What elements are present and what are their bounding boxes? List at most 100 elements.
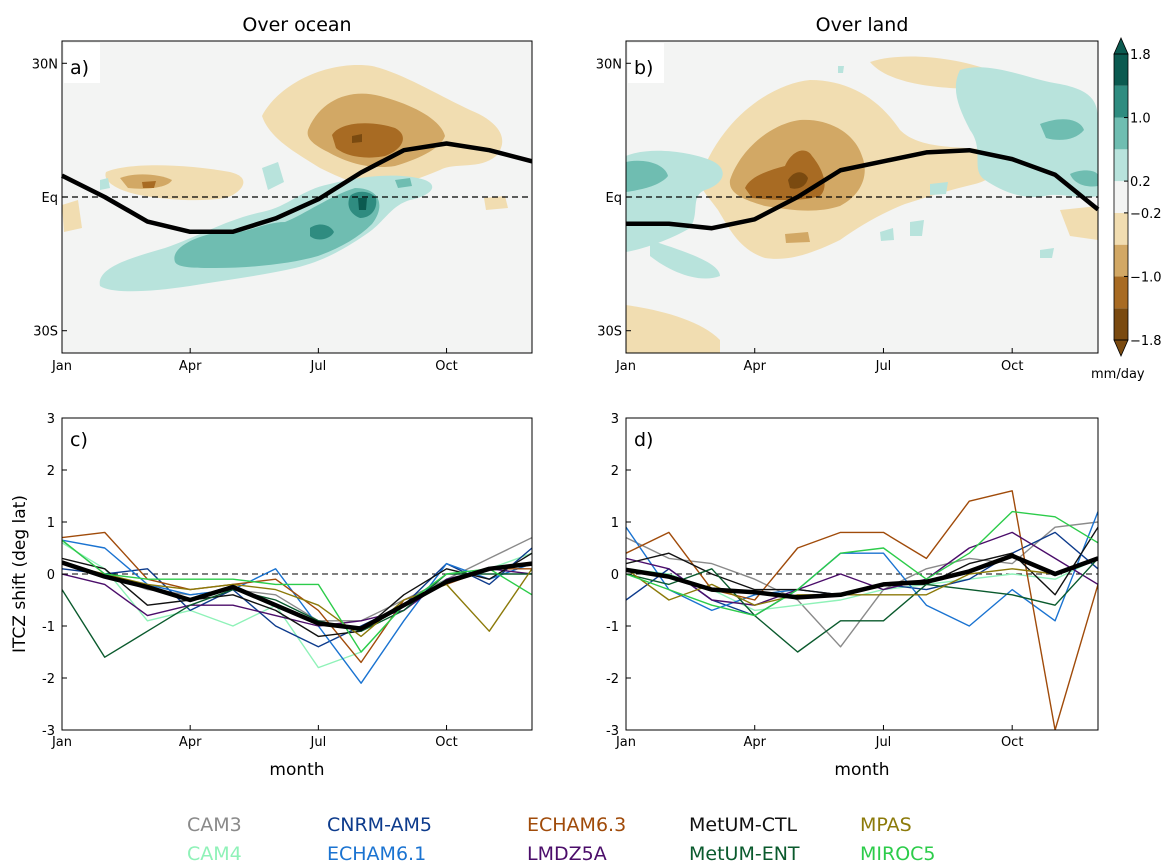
series-line-mpas (62, 562, 532, 638)
dry-region-mid (120, 174, 172, 189)
ytick-label: 0 (611, 568, 619, 583)
colorbar-frame (1113, 53, 1129, 341)
wet-region-light (838, 66, 844, 73)
colorbar-tick-label: 1.0 (1130, 112, 1151, 127)
wet-region-mid (1070, 170, 1098, 187)
colorbar-segment (1114, 149, 1128, 182)
colorbar-extend-bottom (1113, 339, 1129, 357)
wet-region-light (955, 67, 1098, 198)
colorbar-segment (1114, 212, 1128, 245)
series-line-echam6-1 (626, 511, 1098, 627)
ytick-label: -1 (42, 620, 55, 635)
xtick-label: Jul (310, 359, 327, 374)
wet-region-light (650, 240, 720, 279)
colorbar-tick-label: 0.2 (1130, 175, 1151, 190)
dry-region-darkest (788, 172, 808, 189)
panel-c-label: c) (70, 429, 88, 451)
xtick-label: Apr (179, 359, 202, 374)
legend-entry-cam3: CAM3 (187, 814, 242, 836)
wet-region-light (880, 228, 894, 241)
ytick-label: 1 (47, 516, 55, 531)
legend-entry-mpas: MPAS (860, 814, 912, 836)
dry-region-darkest (352, 134, 362, 143)
series-line-metum-ctl (62, 552, 532, 638)
ytick-label: 30N (32, 57, 58, 72)
series-line-miroc5 (626, 510, 1098, 617)
dry-region-dark (332, 123, 403, 158)
wet-region-mid (395, 178, 412, 188)
itcz-mean-line (60, 141, 533, 235)
series-line-miroc5 (62, 539, 532, 653)
series-line-echam6-1 (62, 539, 532, 684)
ytick-label: -2 (42, 672, 55, 687)
wet-region-mid (1040, 119, 1084, 140)
series-line-mean (62, 560, 532, 631)
ytick-label: -2 (606, 672, 619, 687)
xtick-label: Oct (1001, 735, 1023, 750)
wet-region-mid (626, 160, 668, 192)
legend-entry-metum-ctl: MetUM-CTL (689, 814, 798, 836)
panel-b-label: b) (634, 57, 653, 79)
colorbar-tick-label: 1.8 (1130, 48, 1151, 63)
ytick-label: -3 (606, 724, 619, 739)
xtick-label: Apr (743, 735, 766, 750)
ytick-label: 2 (611, 464, 619, 479)
ytick-label: 30S (597, 325, 622, 340)
wet-region-light (1040, 248, 1054, 258)
xtick-label: Jan (615, 359, 636, 374)
colorbar-segment (1114, 54, 1128, 86)
series-line-echam6-3 (626, 490, 1098, 730)
dry-region-light (484, 196, 508, 210)
ytick-label: 30N (596, 57, 622, 72)
legend-entry-lmdz5a: LMDZ5A (527, 843, 607, 863)
dry-region-light (105, 165, 244, 201)
legend-entry-echam6-1: ECHAM6.1 (327, 843, 426, 863)
wet-region-dark (310, 224, 334, 240)
colorbar-segment (1114, 276, 1128, 309)
wet-region-light (100, 178, 110, 190)
panel-b-title: Over land (816, 14, 909, 36)
colorbar-extend-top (1113, 37, 1129, 55)
wet-region-light (930, 182, 948, 195)
series-line-mean (626, 553, 1098, 600)
dry-region-light (626, 305, 720, 353)
ytick-label: 0 (47, 568, 55, 583)
wet-region-light (262, 162, 284, 190)
series-line-metum-ent (62, 573, 532, 658)
colorbar-segment (1114, 117, 1128, 150)
ytick-label: 3 (47, 412, 55, 427)
wet-region-mid (174, 188, 380, 268)
xtick-label: Oct (435, 359, 457, 374)
legend-entry-metum-ent: MetUM-ENT (689, 843, 800, 863)
ytick-label: 1 (611, 516, 619, 531)
ytick-label: -1 (606, 620, 619, 635)
panel-c-xlabel: month (269, 760, 324, 780)
itcz-mean-line (626, 147, 1100, 231)
series-line-cnrm-am5 (62, 547, 532, 648)
panel-c-ylabel: ITCZ shift (deg lat) (10, 495, 30, 653)
xtick-label: Jul (875, 359, 892, 374)
ytick-label: 30S (33, 325, 58, 340)
series-line-lmdz5a (626, 531, 1098, 606)
wet-region-light (910, 220, 924, 236)
panel-a-label: a) (70, 57, 89, 79)
wet-region-darkest (358, 198, 367, 210)
xtick-label: Apr (743, 359, 766, 374)
panel-a-title: Over ocean (242, 14, 351, 36)
colorbar-segment (1114, 181, 1128, 213)
ytick-label: -3 (42, 724, 55, 739)
legend-entry-cnrm-am5: CNRM-AM5 (327, 814, 432, 836)
legend-entry-echam6-3: ECHAM6.3 (527, 814, 626, 836)
series-line-metum-ent (626, 557, 1098, 653)
colorbar-tick-label: −0.2 (1130, 207, 1162, 222)
xtick-label: Jul (310, 735, 327, 750)
xtick-label: Jul (875, 735, 892, 750)
dry-region-dark (142, 181, 156, 188)
xtick-label: Jan (615, 735, 636, 750)
colorbar-tick-label: −1.8 (1130, 334, 1162, 349)
legend-entry-miroc5: MIROC5 (860, 843, 936, 863)
xtick-label: Oct (435, 735, 457, 750)
